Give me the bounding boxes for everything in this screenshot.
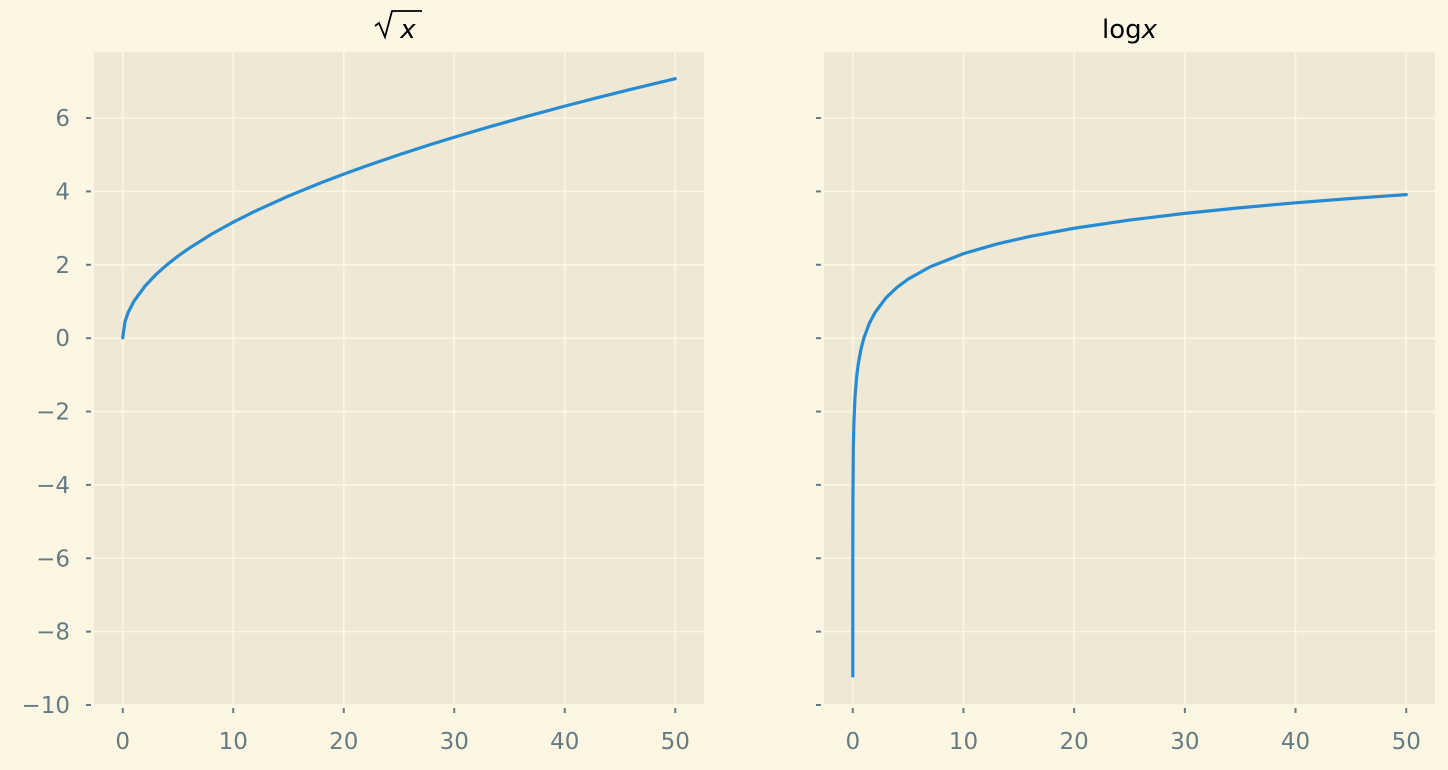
plot-area [824, 52, 1435, 705]
y-tick-label: −4 [36, 473, 70, 499]
chart-title-variable: x [1141, 15, 1158, 45]
x-tick-label: 40 [1281, 729, 1310, 755]
y-tick-label: −2 [36, 400, 70, 426]
y-tick-label: −6 [36, 546, 70, 572]
chart-title-base: log [1102, 15, 1142, 45]
y-tick-label: −10 [21, 693, 70, 719]
x-tick-label: 0 [845, 729, 860, 755]
x-tick-label: 40 [550, 729, 579, 755]
y-tick-label: 4 [55, 179, 70, 205]
x-tick-label: 0 [115, 729, 130, 755]
chart-panel-1: 0 10 20 30 40 50 −10 −8 −6 −4 −2 0 2 4 6 x [21, 10, 704, 755]
chart-panel-2: 0 10 20 30 40 50 logx [816, 15, 1435, 755]
series-line-1 [851, 193, 1408, 678]
chart-title: x [399, 15, 416, 45]
y-tick-label: 2 [55, 253, 70, 279]
x-tick-label: 20 [1060, 729, 1089, 755]
y-tick-label: 0 [55, 326, 70, 352]
chart-title: logx [1102, 15, 1158, 45]
series-line-1 [121, 77, 677, 340]
x-tick-label: 10 [949, 729, 978, 755]
x-tick-label: 30 [440, 729, 469, 755]
plot-area [94, 52, 704, 705]
y-tick-label: −8 [36, 620, 70, 646]
sqrt-radical-symbol [374, 10, 422, 40]
x-tick-label: 50 [661, 729, 690, 755]
x-tick-label: 10 [219, 729, 248, 755]
chart-title-variable: x [399, 15, 416, 45]
x-tick-label: 30 [1170, 729, 1199, 755]
x-tick-label: 50 [1392, 729, 1421, 755]
y-tick-label: 6 [55, 106, 70, 132]
x-tick-label: 20 [329, 729, 358, 755]
